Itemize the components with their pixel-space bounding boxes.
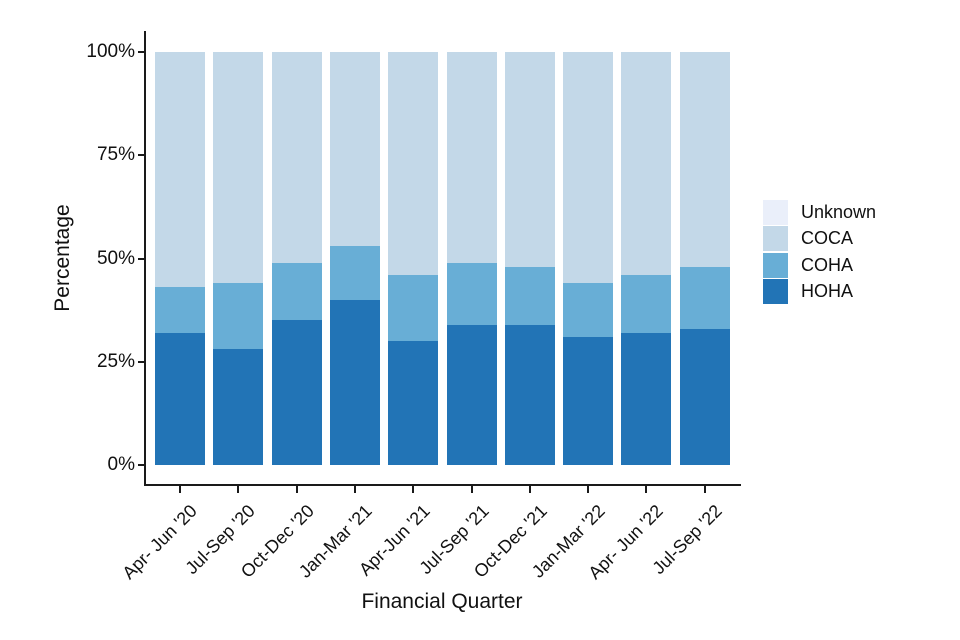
y-tick bbox=[138, 51, 145, 53]
segment-hoha bbox=[388, 341, 439, 465]
y-tick-label: 100% bbox=[86, 41, 135, 62]
segment-coca bbox=[271, 52, 322, 263]
segment-hoha bbox=[504, 324, 555, 465]
legend: Unknown COCA COHA HOHA bbox=[763, 199, 876, 305]
y-tick bbox=[138, 360, 145, 363]
segment-coca bbox=[388, 52, 439, 276]
x-tick bbox=[295, 486, 298, 493]
y-tick bbox=[138, 154, 145, 157]
segment-coha bbox=[388, 275, 439, 342]
segment-coca bbox=[213, 52, 264, 284]
y-tick-label: 75% bbox=[96, 144, 135, 166]
y-tick bbox=[138, 464, 145, 466]
y-tick bbox=[138, 257, 145, 260]
segment-hoha bbox=[679, 328, 730, 465]
legend-row-coca: COCA bbox=[763, 226, 876, 253]
segment-hoha bbox=[213, 349, 264, 465]
x-tick bbox=[237, 486, 240, 493]
segment-hoha bbox=[446, 324, 497, 465]
x-tick bbox=[179, 486, 181, 493]
legend-swatch-coca bbox=[763, 226, 788, 252]
legend-swatch-unknown bbox=[763, 199, 788, 225]
bar-oct-dec-21 bbox=[504, 52, 555, 465]
x-tick bbox=[645, 486, 648, 493]
x-tick bbox=[587, 486, 590, 493]
bar-apr-jun-20 bbox=[155, 52, 205, 465]
bar-jul-sep-22 bbox=[679, 52, 730, 465]
segment-coha bbox=[155, 287, 205, 333]
legend-row-hoha: HOHA bbox=[763, 279, 876, 306]
x-axis-title: Financial Quarter bbox=[361, 590, 523, 613]
x-tick bbox=[353, 486, 356, 493]
segment-hoha bbox=[329, 299, 380, 465]
legend-row-coha: COHA bbox=[763, 252, 876, 279]
segment-coha bbox=[621, 275, 672, 333]
segment-coha bbox=[271, 262, 322, 321]
x-tick bbox=[528, 486, 531, 493]
legend-label: Unknown bbox=[801, 201, 877, 222]
legend-label: COHA bbox=[801, 254, 854, 275]
segment-coca bbox=[155, 52, 205, 288]
segment-hoha bbox=[563, 336, 614, 465]
x-axis-line bbox=[144, 484, 741, 486]
segment-coha bbox=[213, 283, 264, 350]
segment-hoha bbox=[271, 320, 322, 465]
segment-coca bbox=[621, 52, 672, 276]
x-tick bbox=[703, 486, 706, 493]
legend-row-unknown: Unknown bbox=[763, 199, 876, 226]
legend-swatch-coha bbox=[763, 252, 788, 278]
y-axis-line bbox=[144, 31, 146, 486]
y-tick-label: 50% bbox=[96, 247, 135, 269]
bar-jan-mar-22 bbox=[563, 52, 614, 465]
legend-swatch-hoha bbox=[763, 279, 788, 305]
x-tick bbox=[412, 486, 415, 493]
segment-coha bbox=[504, 266, 555, 325]
bar-jan-mar-21 bbox=[329, 52, 380, 465]
segment-coca bbox=[446, 52, 497, 263]
segment-hoha bbox=[155, 332, 205, 465]
segment-coca bbox=[679, 52, 730, 267]
y-axis-title: Percentage bbox=[51, 204, 74, 312]
bar-oct-dec-20 bbox=[271, 52, 322, 465]
segment-coha bbox=[329, 246, 380, 300]
segment-coca bbox=[504, 52, 555, 267]
segment-coha bbox=[679, 266, 730, 329]
y-tick-label: 0% bbox=[107, 454, 135, 475]
segment-coha bbox=[446, 262, 497, 325]
bar-apr-jun-22 bbox=[621, 52, 672, 465]
segment-coca bbox=[563, 52, 614, 284]
y-tick-label: 25% bbox=[96, 350, 135, 372]
bar-jul-sep-20 bbox=[213, 52, 264, 465]
legend-label: COCA bbox=[801, 228, 854, 249]
segment-hoha bbox=[621, 332, 672, 465]
segment-coha bbox=[563, 283, 614, 337]
bar-jul-sep-21 bbox=[446, 52, 497, 465]
x-tick bbox=[470, 486, 473, 493]
segment-coca bbox=[329, 52, 380, 247]
bar-apr-jun-21 bbox=[388, 52, 439, 465]
legend-label: HOHA bbox=[801, 281, 854, 302]
